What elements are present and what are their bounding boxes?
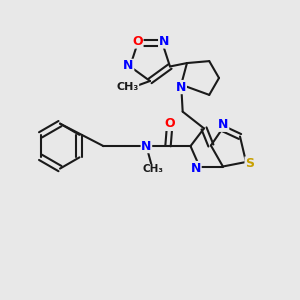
Text: S: S: [245, 157, 254, 170]
Text: N: N: [176, 81, 186, 94]
Text: O: O: [164, 117, 175, 130]
Text: N: N: [123, 59, 134, 72]
Text: N: N: [141, 140, 152, 153]
Text: N: N: [218, 118, 229, 131]
Text: CH₃: CH₃: [116, 82, 139, 92]
Text: N: N: [191, 161, 201, 175]
Text: N: N: [159, 35, 169, 48]
Text: CH₃: CH₃: [142, 164, 164, 175]
Text: O: O: [132, 35, 143, 48]
